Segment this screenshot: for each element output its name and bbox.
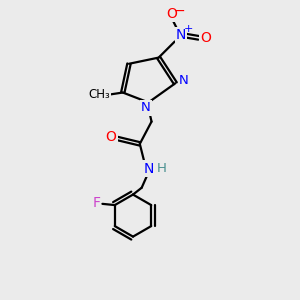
Text: CH₃: CH₃ [89,88,110,101]
Text: −: − [173,4,185,18]
Text: N: N [141,101,151,115]
Text: N: N [143,162,154,176]
Text: H: H [157,162,166,175]
Text: O: O [166,7,177,21]
Text: F: F [92,196,100,210]
Text: N: N [176,28,186,42]
Text: O: O [106,130,116,144]
Text: +: + [184,23,193,34]
Text: N: N [179,74,189,87]
Text: O: O [200,31,211,45]
